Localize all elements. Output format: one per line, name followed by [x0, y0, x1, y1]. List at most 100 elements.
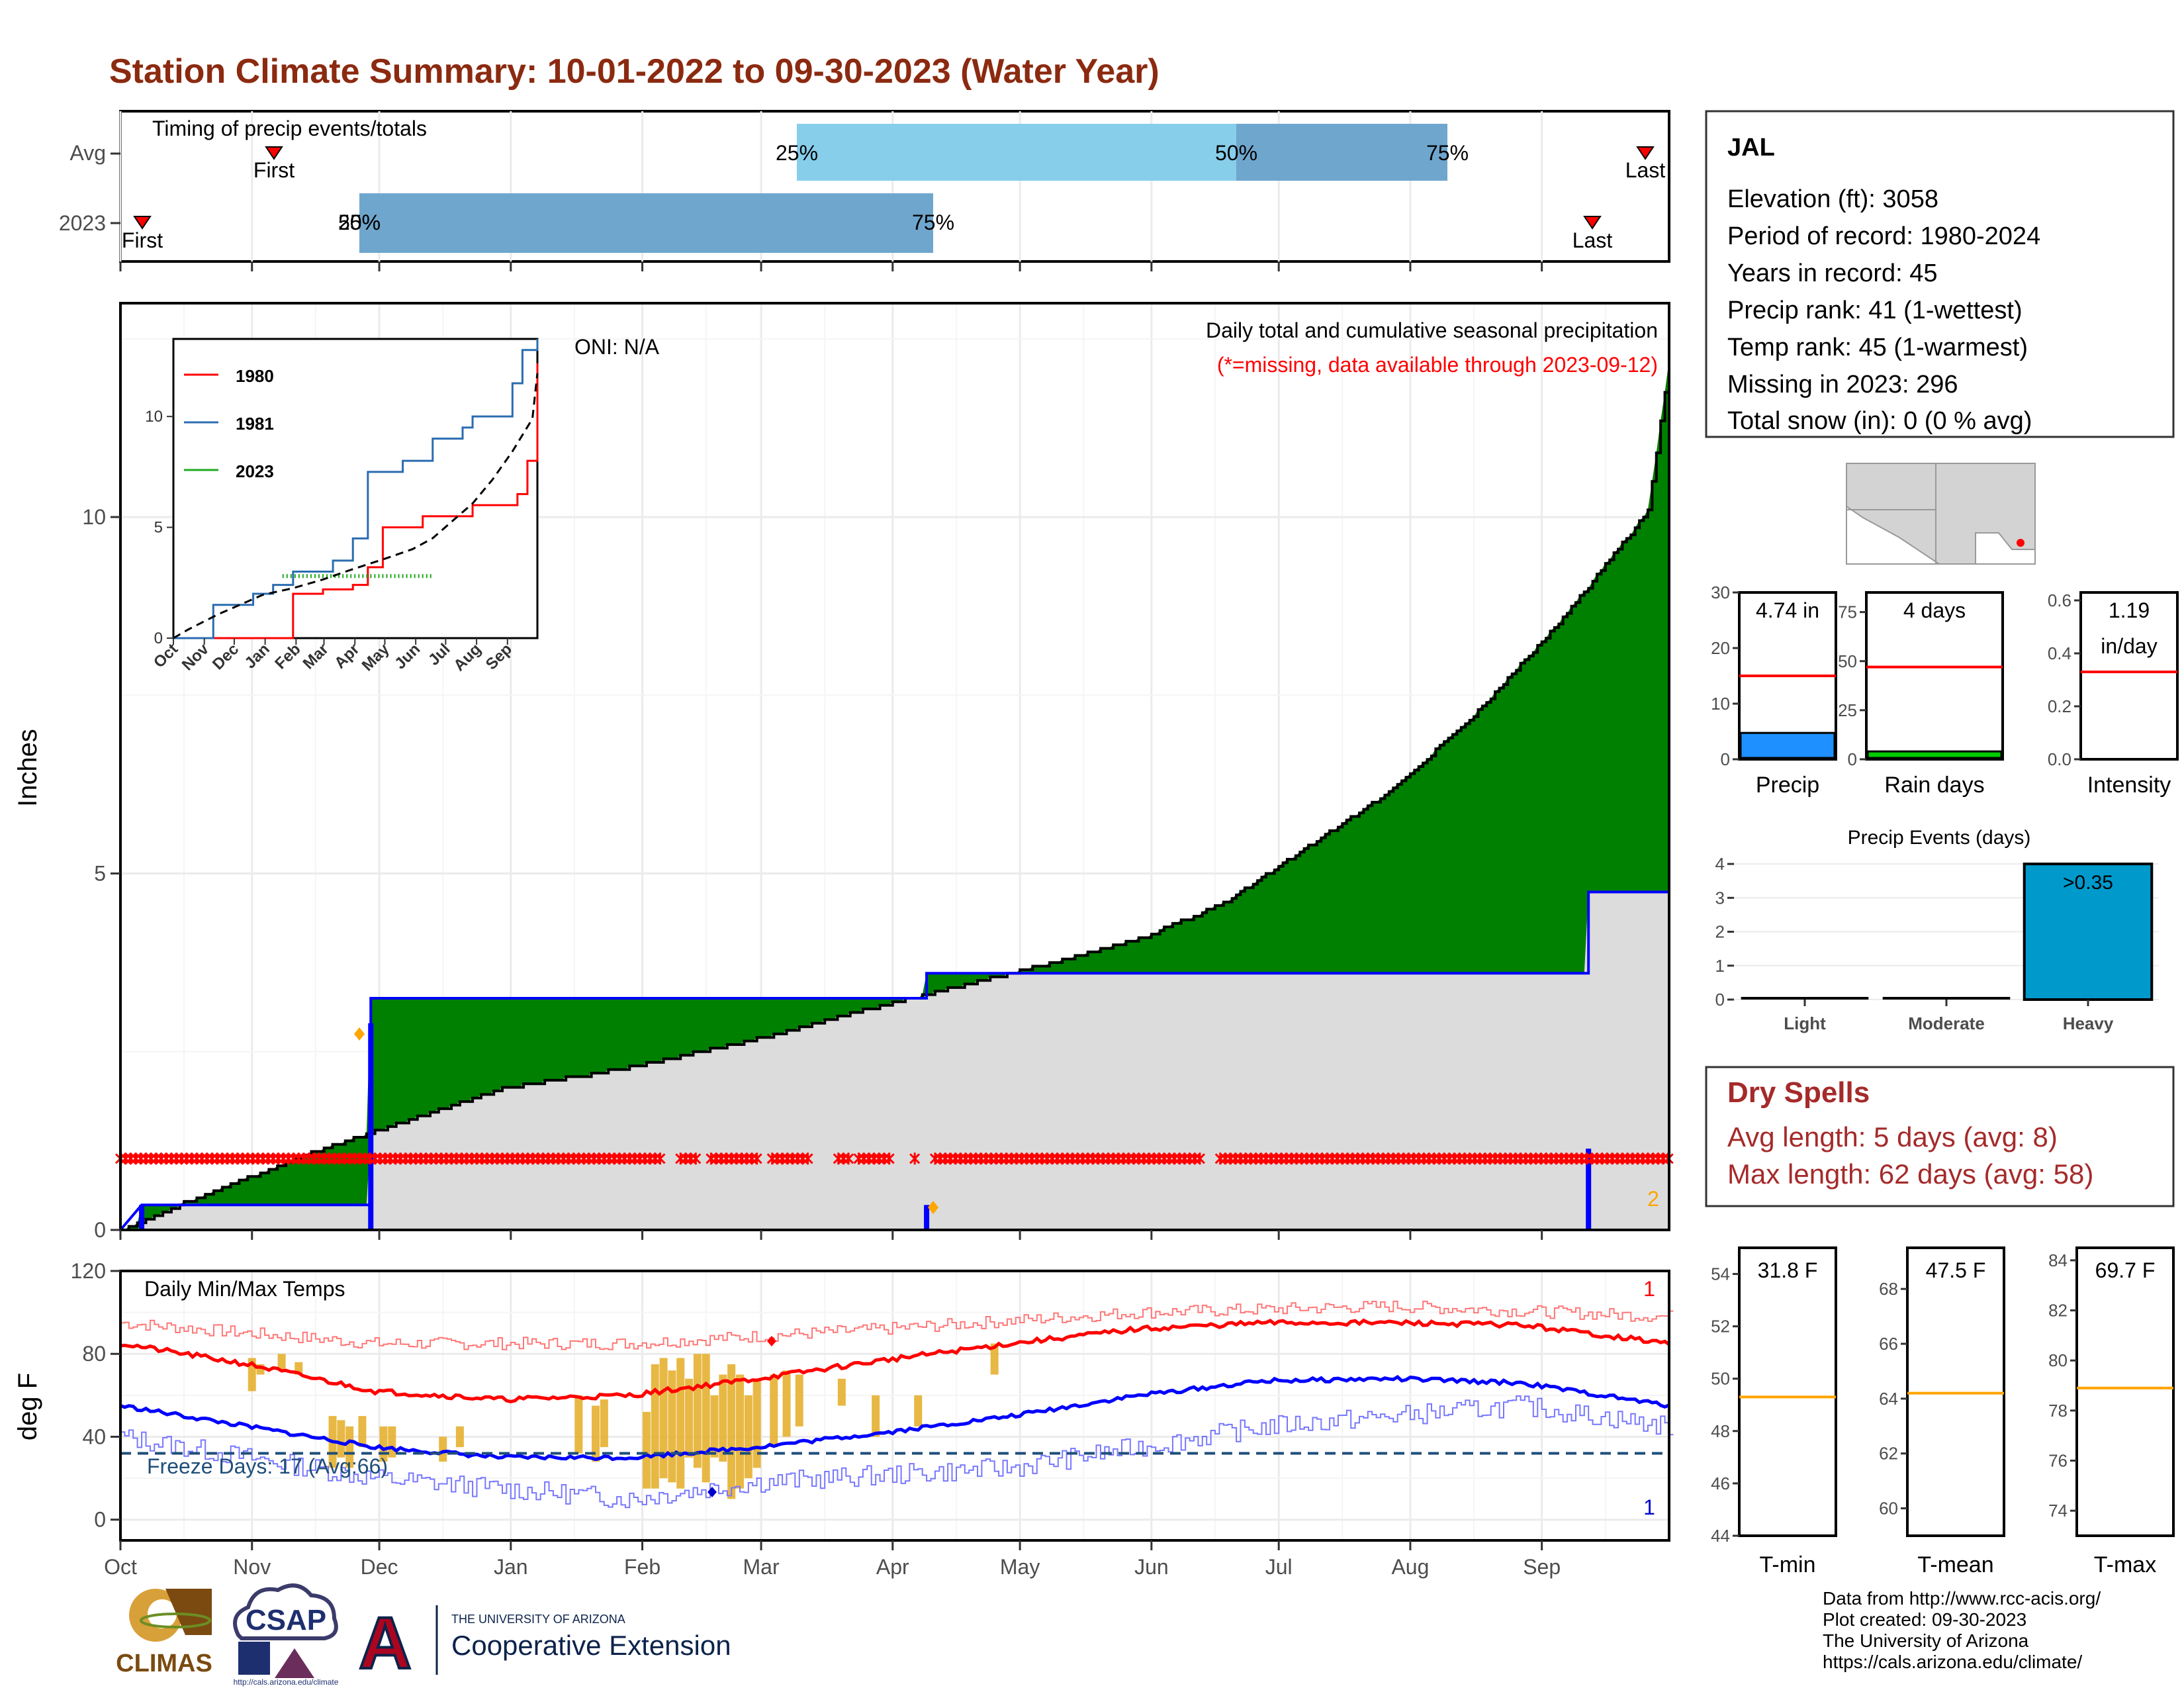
mini-precip-ytick-label: 10	[1711, 694, 1730, 714]
footer-line-url: https://cals.arizona.edu/climate/	[1823, 1652, 2082, 1672]
mini-tmax-label: T-max	[2094, 1552, 2156, 1577]
station-box-frame	[1705, 110, 2175, 438]
event-marker-dec	[354, 1027, 365, 1041]
daily-precip-bar	[1586, 1149, 1592, 1230]
events-title: Precip Events (days)	[1848, 827, 2031, 849]
missing-data-marker	[751, 1152, 762, 1165]
station-line-period: Period of record: 1980-2024	[1727, 222, 2040, 250]
timing-panel: Timing of precip events/totals Avg 2023 …	[59, 110, 1670, 271]
inset-avg-line	[173, 373, 539, 639]
mini-intensity-label: Intensity	[2087, 773, 2171, 798]
timing-row-avg: Avg	[69, 141, 106, 165]
mini-intensity-ytick-label: 0.4	[2048, 643, 2071, 663]
temp-panel: 0 40 80 120 Oct Nov Dec Jan Feb Mar Apr May Jun Jul A…	[13, 1230, 1674, 1579]
station-name: JAL	[1727, 134, 1775, 162]
footer-line-university: The University of Arizona	[1823, 1630, 2029, 1651]
dry-spells-avg: Avg length: 5 days (avg: 8)	[1727, 1121, 2058, 1152]
temp-anomaly-bar	[990, 1343, 999, 1375]
mini-tmin-value: 31.8 F	[1758, 1258, 1818, 1282]
precip-panel-frame	[119, 302, 1670, 1231]
mini-tmean: 60 62 64 66 68 47.5 F T-mean	[1879, 1246, 2005, 1577]
station-line-elevation: Elevation (ft): 3058	[1727, 185, 1938, 213]
mini-tmin-ytick-label: 50	[1711, 1369, 1730, 1389]
month-label: Mar	[743, 1555, 780, 1579]
temp-anomaly-bar	[782, 1370, 791, 1437]
climas-logo-text: CLIMAS	[116, 1650, 212, 1677]
events-ytick-label: 1	[1715, 956, 1725, 976]
temp-anomaly-bar	[872, 1395, 880, 1437]
csap-logo-url: http://cals.arizona.edu/climate	[234, 1677, 339, 1687]
temp-panel-frame	[119, 1270, 1670, 1542]
mini-precip-label: Precip	[1756, 773, 1819, 798]
temp-anomaly-bar	[914, 1395, 923, 1427]
month-label: Nov	[233, 1555, 271, 1579]
inset-legend: 1980 1981 2023	[184, 366, 274, 481]
temp-anomaly-bar	[710, 1395, 719, 1458]
mini-tmin-ytick-label: 54	[1711, 1264, 1730, 1284]
missing-data-marker	[690, 1152, 702, 1165]
precip-ytick-label: 5	[94, 862, 106, 886]
missing-data-marker	[909, 1152, 921, 1165]
temp-panel-label: Daily Min/Max Temps	[144, 1277, 345, 1301]
events-bar-label: >0.35	[2063, 872, 2113, 894]
mini-tmean-frame	[1906, 1246, 2005, 1537]
mini-tmin-ytick-label: 44	[1711, 1526, 1730, 1546]
temp-anomaly-bar	[693, 1354, 702, 1468]
mini-bar-charts: 0 10 20 30 4.74 in Precip 0 25 50 75 4 days Rain da…	[1711, 583, 2179, 798]
timing-2023-last-label: Last	[1572, 228, 1613, 252]
mini-raindays-ytick-label: 0	[1848, 749, 1857, 769]
temp-panel-background	[120, 1271, 1669, 1540]
events-bar-heavy	[2023, 863, 2154, 1001]
temperature-mini-charts: 44 46 48 50 52 54 31.8 F T-min 60 62 64 66 68 47.5 F T…	[1711, 1246, 2175, 1577]
timing-avg-p50: 50%	[1215, 141, 1257, 165]
mini-tmax-ytick-label: 82	[2048, 1301, 2068, 1321]
station-line-snow: Total snow (in): 0 (0 % avg)	[1727, 407, 2032, 435]
mini-intensity: 0.0 0.2 0.4 0.6 1.19 in/day Intensity	[2048, 590, 2179, 798]
ua-logo-big: Cooperative Extension	[451, 1630, 731, 1661]
mini-intensity-value: 1.19	[2109, 598, 2150, 622]
footer-line-data: Data from http://www.rcc-acis.org/	[1823, 1588, 2101, 1609]
events-ytick-label: 0	[1715, 990, 1725, 1009]
temp-anomaly-bar	[659, 1358, 668, 1479]
month-label: Sep	[1523, 1555, 1561, 1579]
temp-anomaly-bar	[388, 1426, 396, 1458]
locator-map	[1846, 463, 2036, 565]
mini-tmax: 74 76 78 80 82 84 69.7 F T-max	[2048, 1246, 2175, 1577]
timing-avg-p75: 75%	[1426, 141, 1469, 165]
precip-corner-label: 2	[1647, 1187, 1659, 1211]
mini-intensity-ytick-label: 0.0	[2048, 749, 2071, 769]
precip-ytick-label: 10	[82, 505, 106, 529]
timing-avg-first-label: First	[253, 158, 295, 182]
timing-avg-first-marker	[265, 146, 283, 160]
temp-anomaly-bar	[358, 1416, 367, 1448]
station-line-precip-rank: Precip rank: 41 (1-wettest)	[1727, 297, 2023, 324]
timing-2023-p25: 25%	[338, 211, 381, 234]
mini-tmean-ytick-label: 66	[1879, 1334, 1898, 1354]
temp-anomaly-bar	[574, 1395, 583, 1454]
inset-legend-2023: 2023	[236, 461, 274, 481]
mini-tmin: 44 46 48 50 52 54 31.8 F T-min	[1711, 1246, 1837, 1577]
mini-tmin-ytick-label: 48	[1711, 1421, 1730, 1441]
month-label: Aug	[1391, 1555, 1429, 1579]
timing-row-2023: 2023	[59, 211, 106, 235]
temp-anomaly-bar	[795, 1374, 803, 1427]
temp-ytick-label: 80	[82, 1342, 106, 1366]
temp-anomaly-bar	[727, 1364, 736, 1499]
month-label: May	[1000, 1555, 1040, 1579]
temp-anomaly-bar	[277, 1354, 286, 1371]
mini-tmean-label: T-mean	[1917, 1552, 1993, 1577]
mini-raindays: 0 25 50 75 4 days Rain days	[1838, 591, 2004, 798]
missing-data-marker	[1194, 1152, 1206, 1165]
avg-max-line	[120, 1318, 1670, 1403]
mini-precip: 0 10 20 30 4.74 in Precip	[1711, 583, 1837, 798]
mini-tmean-ytick-label: 68	[1879, 1279, 1898, 1299]
mini-precip-value: 4.74 in	[1756, 598, 1819, 622]
timing-2023-bar	[359, 193, 933, 253]
mini-intensity-ytick-label: 0.2	[2048, 696, 2071, 716]
mini-tmax-frame	[2075, 1246, 2175, 1537]
temp-anomaly-bar	[837, 1378, 846, 1406]
station-line-temp-rank: Temp rank: 45 (1-warmest)	[1727, 334, 2028, 361]
inset-series-1980	[173, 363, 539, 639]
timing-2023-first-label: First	[122, 228, 163, 252]
